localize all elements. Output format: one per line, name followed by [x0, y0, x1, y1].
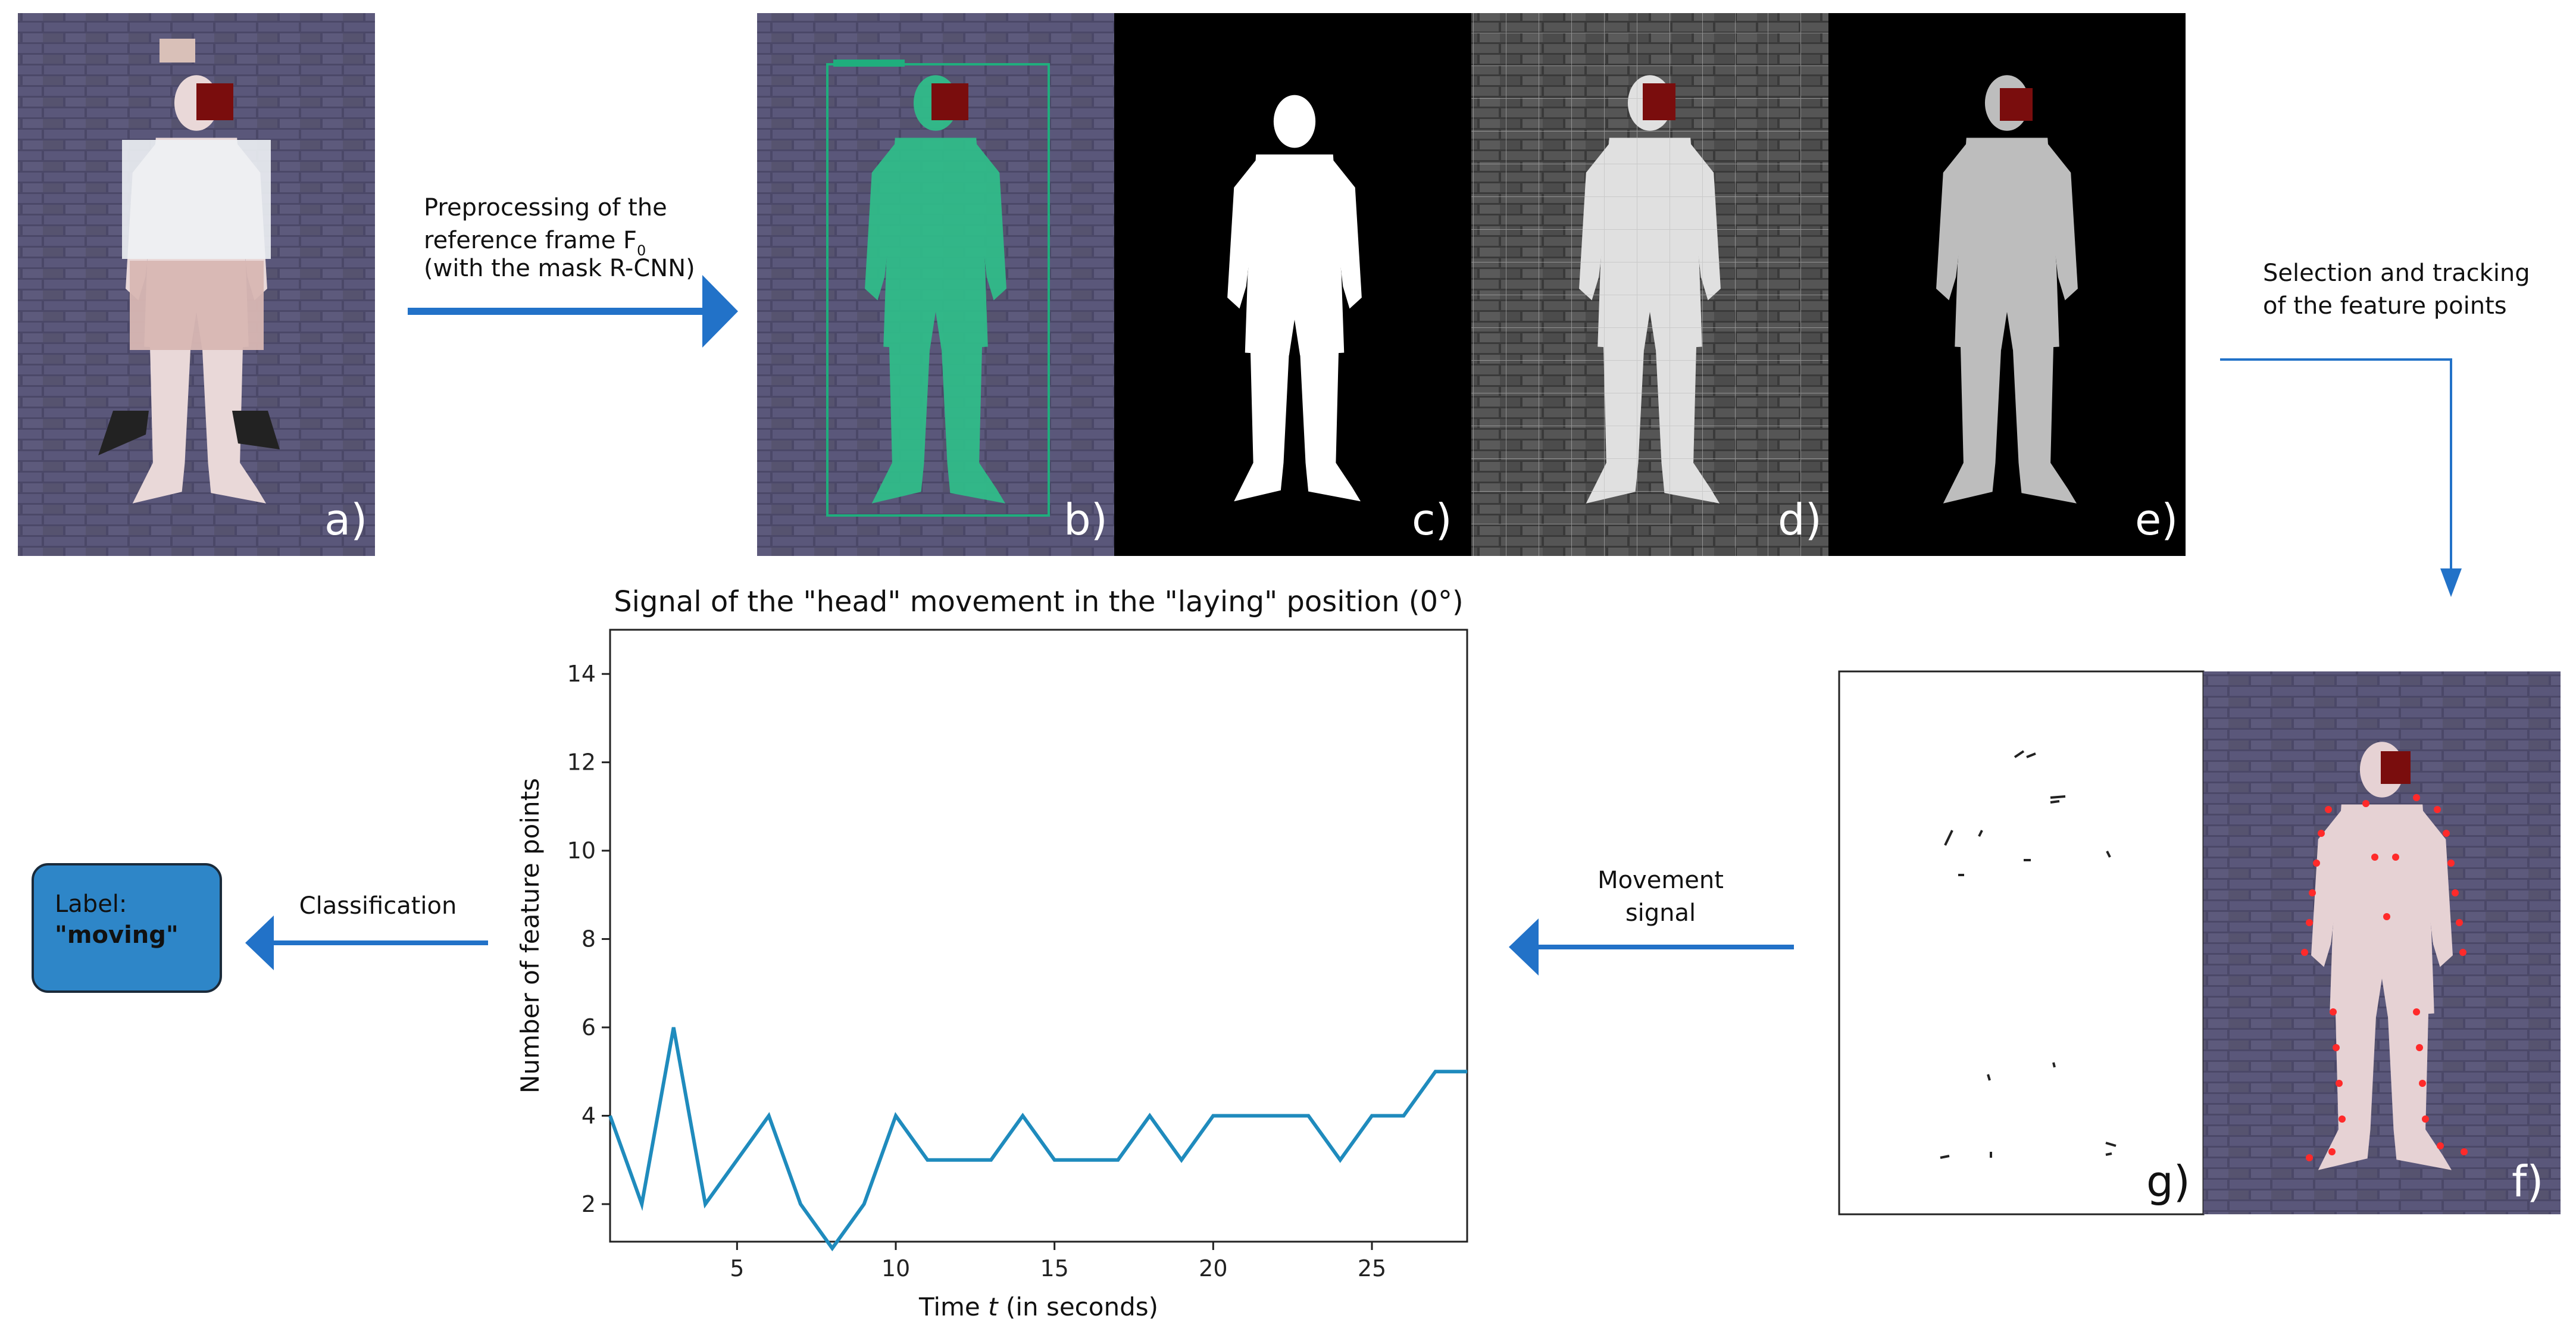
- data-point: [1435, 1071, 1436, 1072]
- preprocess-line1: Preprocessing of the: [424, 194, 667, 221]
- panel-c: c): [1114, 13, 1471, 556]
- panel-g: g): [1838, 670, 2205, 1215]
- panel-label-d: d): [1778, 495, 1822, 545]
- arrow-selection: [2220, 358, 2462, 597]
- preprocess-line3: (with the mask R-CNN): [424, 255, 695, 282]
- face-redaction-block: [931, 83, 968, 120]
- y-axis-label: Number of feature points: [515, 778, 545, 1093]
- preprocess-line2: reference frame F0: [424, 227, 646, 259]
- x-axis-label: Time t (in seconds): [918, 1292, 1158, 1321]
- y-tick-label: 10: [567, 838, 596, 864]
- panel-label-e: e): [2135, 495, 2178, 545]
- signal-data-points: [609, 1027, 1468, 1249]
- x-tick-label: 20: [1199, 1255, 1227, 1282]
- data-point: [1371, 1115, 1373, 1116]
- selection-annotation: Selection and tracking of the feature po…: [2263, 260, 2530, 320]
- movement-line2: signal: [1625, 899, 1696, 927]
- selection-line1: Selection and tracking: [2263, 260, 2530, 287]
- panel-d: d): [1471, 13, 1828, 556]
- data-point: [609, 1115, 611, 1116]
- data-point: [1403, 1115, 1404, 1116]
- panel-e: e): [1828, 13, 2186, 556]
- x-tick-label: 15: [1040, 1255, 1068, 1282]
- arrow-movement-signal: [1509, 918, 1794, 976]
- selection-line2: of the feature points: [2263, 292, 2507, 320]
- y-tick-label: 8: [582, 926, 596, 952]
- y-tick-label: 6: [582, 1014, 596, 1040]
- label-value: "moving": [55, 921, 179, 949]
- face-redaction-block: [1643, 83, 1675, 120]
- tracked-traces: [1940, 750, 2117, 1159]
- panel-label-c: c): [1412, 495, 1452, 545]
- data-point: [768, 1115, 770, 1116]
- x-tick-label: 10: [881, 1255, 910, 1282]
- arrow-classification: [245, 915, 488, 970]
- x-tick-label: 25: [1358, 1255, 1386, 1282]
- person-mask-b: [826, 60, 1050, 517]
- face-redaction-block: [2000, 88, 2033, 121]
- arrow-preprocess: [408, 275, 738, 348]
- label-box: Label: "moving": [32, 863, 222, 993]
- y-axis-ticks: 2 4 6 8 10 12 14: [567, 661, 610, 1217]
- face-redaction-block: [196, 83, 233, 120]
- x-axis-ticks: 5 10 15 20 25: [730, 1242, 1386, 1282]
- preprocess-annotation: Preprocessing of the reference frame F0 …: [424, 194, 695, 282]
- movement-signal-chart: Signal of the "head" movement in the "la…: [515, 585, 1468, 1321]
- y-tick-label: 2: [582, 1191, 596, 1217]
- y-tick-label: 12: [567, 749, 596, 776]
- movement-annotation: Movement signal: [1598, 867, 1724, 927]
- data-point: [1467, 1071, 1468, 1072]
- feature-points: [2301, 794, 2468, 1161]
- signal-series-line: [608, 1027, 1467, 1252]
- person-photo-a: [98, 39, 280, 504]
- panel-f: f): [2203, 671, 2561, 1214]
- panel-label-f: f): [2512, 1157, 2543, 1207]
- chart-title: Signal of the "head" movement in the "la…: [614, 585, 1464, 618]
- data-point: [831, 1248, 833, 1249]
- data-point: [1212, 1115, 1214, 1116]
- movement-line1: Movement: [1598, 867, 1724, 894]
- y-tick-label: 14: [567, 661, 596, 687]
- panel-label-a: a): [324, 495, 367, 545]
- panel-label-b: b): [1064, 495, 1108, 545]
- panel-b: b): [757, 13, 1114, 556]
- plot-area: [609, 629, 1468, 1243]
- panel-label-g: g): [2146, 1157, 2190, 1207]
- label-title: Label:: [55, 890, 127, 918]
- data-point: [1308, 1115, 1309, 1116]
- data-point: [673, 1027, 674, 1028]
- x-tick-label: 5: [730, 1255, 744, 1282]
- panel-a: a): [18, 13, 375, 556]
- face-redaction-block: [2381, 751, 2411, 784]
- classification-annotation: Classification: [299, 892, 457, 920]
- data-point: [1149, 1115, 1151, 1116]
- y-tick-label: 4: [582, 1102, 596, 1129]
